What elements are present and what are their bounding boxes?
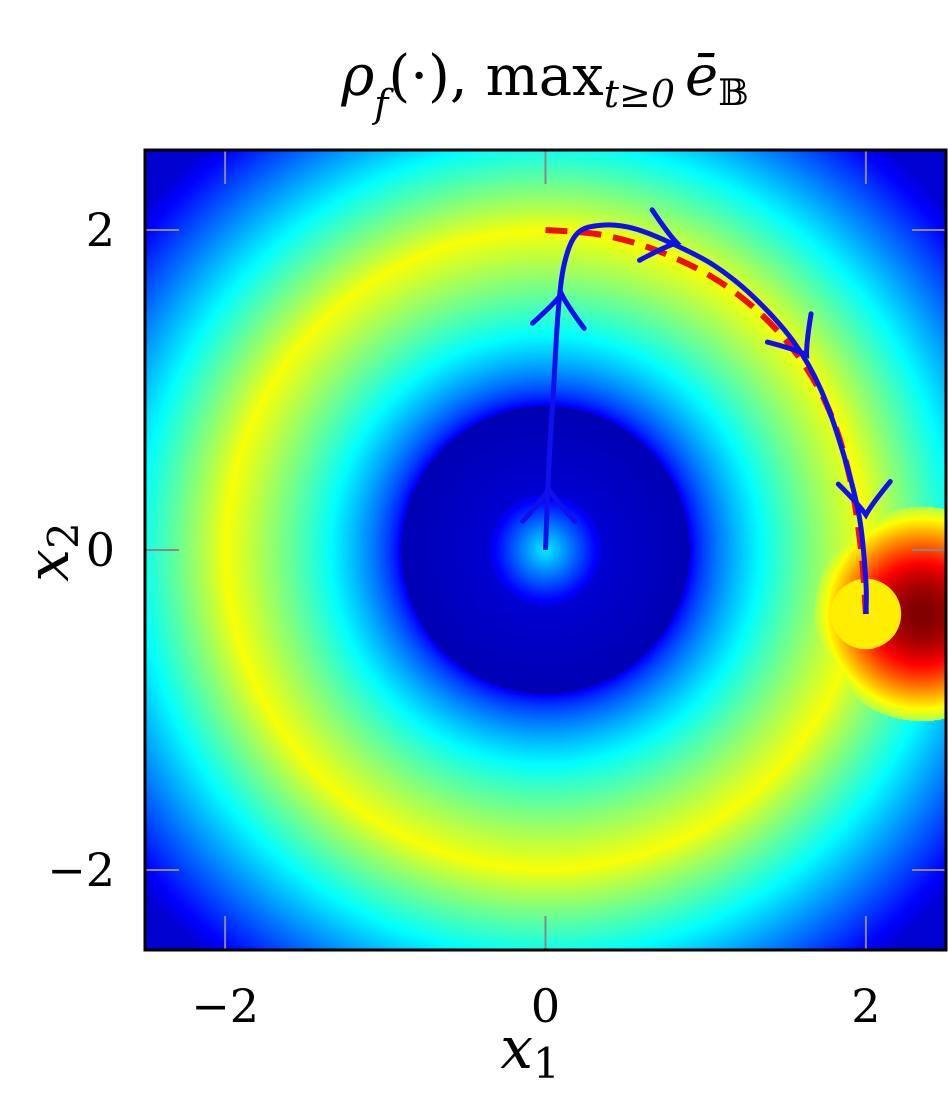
plot-frame [143, 148, 948, 952]
x-axis-label-sub: 1 [533, 1039, 560, 1088]
y-tick-label: 2 [86, 203, 115, 257]
y-tick-label: −2 [47, 843, 115, 897]
tick-marks [145, 150, 946, 950]
x-tick-label: 0 [531, 979, 560, 1033]
reference-trajectory-line [545, 227, 869, 615]
chart-title: ρf(·), maxt≥0 ē𝔹 [340, 44, 748, 126]
y-axis-label-main: x [14, 549, 82, 582]
x-tick-label: 2 [851, 979, 880, 1033]
y-axis-label: x2 [14, 522, 88, 581]
title-arg: (·), [388, 44, 467, 109]
title-e: ē [685, 44, 718, 109]
trajectory-arrow [520, 484, 578, 524]
trajectory-arrow [637, 207, 682, 263]
trajectory-arrow [764, 311, 814, 359]
y-axis-label-sub: 2 [39, 522, 88, 549]
title-rho: ρ [340, 44, 374, 109]
x-axis-label-main: x [500, 1014, 533, 1082]
trajectory-arrow [835, 479, 893, 520]
tick-labels: −2 0 2 2 0 −2 [47, 203, 880, 1033]
y-tick-label: 0 [86, 523, 115, 577]
trajectory-arrow [529, 289, 587, 331]
title-max: max [486, 44, 604, 109]
x-axis-label: x1 [500, 1014, 559, 1088]
title-max-sub: t≥0 [604, 72, 675, 116]
trajectory-overlay [520, 207, 902, 650]
title-e-sub: 𝔹 [718, 73, 748, 114]
x-tick-label: −2 [191, 979, 259, 1033]
